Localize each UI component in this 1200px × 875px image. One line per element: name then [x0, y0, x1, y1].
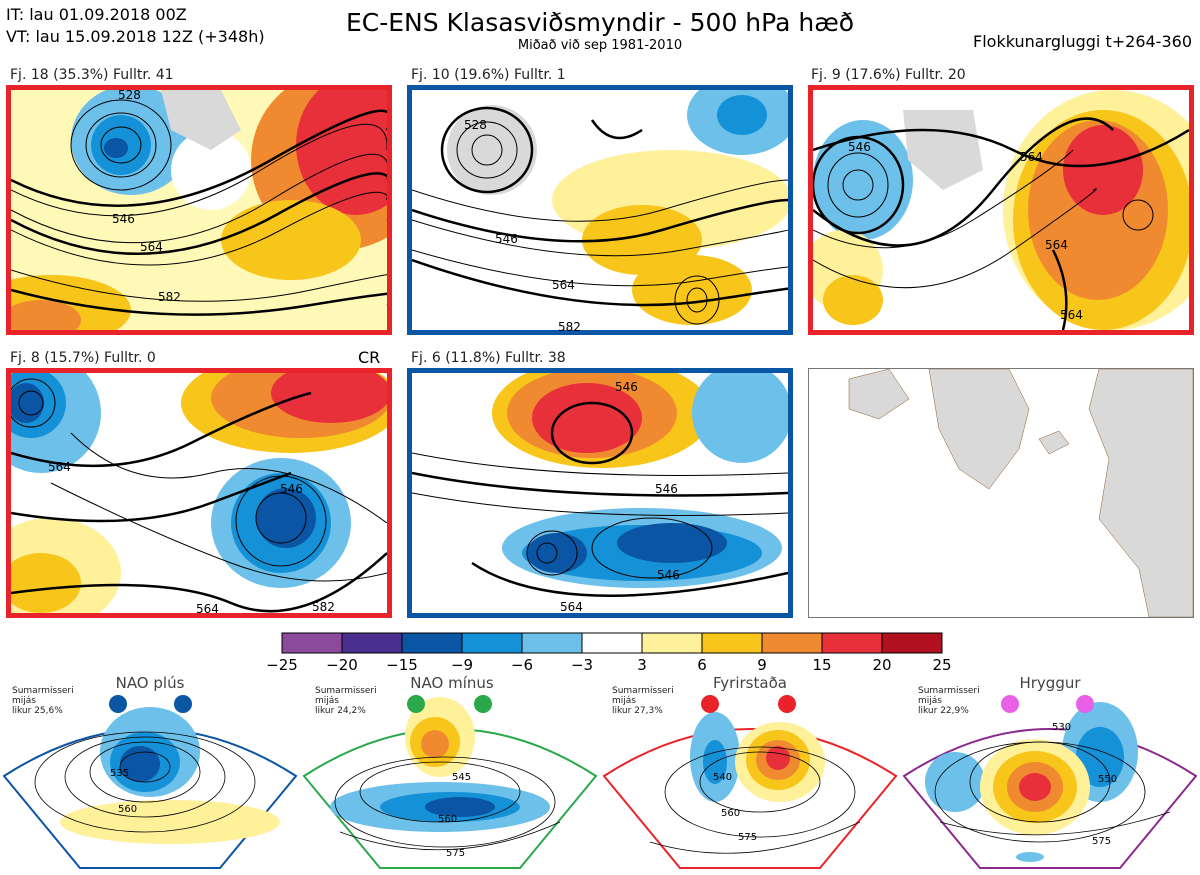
- colorbar-tick-label: 6: [697, 656, 707, 674]
- colorbar-tick-label: 9: [757, 656, 767, 674]
- regime-nao-plus: NAO plús Sumarmisseri mijás likur 25,6% 53…: [0, 672, 300, 871]
- regime-blocking: Fyrirstaða Sumarmisseri mijás likur 27,3% …: [600, 672, 900, 871]
- colorbar-swatch: [281, 632, 343, 654]
- regime-nao-plus-contour-560: 560: [118, 804, 138, 815]
- cluster-2-contour-582: 582: [558, 320, 581, 334]
- cluster-map-2: [407, 85, 793, 335]
- regime-blocking-map: [602, 695, 898, 869]
- colorbar-tick-label: −20: [326, 656, 358, 674]
- colorbar-tick-label: −15: [386, 656, 418, 674]
- header-left: IT: lau 01.09.2018 00Z VT: lau 15.09.201…: [6, 4, 265, 48]
- colorbar-tick-label: −25: [266, 656, 298, 674]
- colorbar-tick-label: −3: [570, 656, 594, 674]
- cluster-map-5-svg: [412, 373, 788, 613]
- regime-blocking-title: Fyrirstaða: [713, 674, 787, 692]
- cluster-map-1: [6, 85, 392, 335]
- cluster-4-contour-546: 546: [280, 482, 303, 496]
- cluster-map-4: [6, 368, 392, 618]
- page-subtitle: Miðað við sep 1981-2010: [517, 38, 683, 53]
- regime-ridge-title: Hryggur: [1019, 674, 1081, 692]
- cluster-3-contour-564-a: 564: [1020, 150, 1043, 164]
- regime-nao-minus: NAO mínus Sumarmisseri mijás likur 24,2% 5…: [300, 672, 600, 871]
- regime-nao-plus-contour-535: 535: [110, 768, 130, 779]
- colorbar-tick-label: 15: [812, 656, 832, 674]
- cluster-map-3: [808, 85, 1194, 335]
- regime-ridge: Hryggur Sumarmisseri mijás likur 22,9% 530…: [900, 672, 1200, 871]
- regime-ridge-map: [902, 695, 1198, 869]
- cluster-3-contour-546: 546: [848, 140, 871, 154]
- cluster-5-label: Fj. 6 (11.8%) Fulltr. 38: [411, 350, 566, 366]
- regime-blocking-note: Sumarmisseri mijás likur 27,3%: [612, 686, 674, 716]
- regime-nao-minus-contour-575: 575: [446, 848, 466, 859]
- cluster-1-contour-564: 564: [140, 240, 163, 254]
- regime-nao-plus-note: Sumarmisseri mijás likur 25,6%: [12, 686, 74, 716]
- colorbar: [281, 632, 943, 654]
- empty-map-panel: [808, 368, 1194, 618]
- regime-nao-minus-note: Sumarmisseri mijás likur 24,2%: [315, 686, 377, 716]
- regime-nao-plus-map: [2, 695, 298, 869]
- cluster-map-1-svg: [11, 90, 387, 330]
- cluster-1-contour-528: 528: [118, 88, 141, 102]
- cluster-4-contour-564-a: 564: [48, 460, 71, 474]
- regime-nao-minus-title: NAO mínus: [410, 674, 494, 692]
- cluster-3-contour-564-b: 564: [1045, 238, 1068, 252]
- cluster-3-contour-564-c: 564: [1060, 308, 1083, 322]
- regime-blocking-contour-575: 575: [738, 832, 758, 843]
- regime-ridge-note: Sumarmisseri mijás likur 22,9%: [918, 686, 980, 716]
- cluster-4-contour-564-b: 564: [196, 602, 219, 616]
- cluster-map-4-svg: [11, 373, 387, 613]
- cluster-2-contour-546: 546: [495, 232, 518, 246]
- regime-ridge-contour-530: 530: [1052, 722, 1072, 733]
- cluster-map-2-svg: [412, 90, 788, 330]
- colorbar-swatch: [881, 632, 943, 654]
- cluster-5-contour-546-b: 546: [655, 482, 678, 496]
- cluster-2-label: Fj. 10 (19.6%) Fulltr. 1: [411, 67, 566, 83]
- cluster-4-extra: CR: [358, 348, 381, 367]
- regime-ridge-contour-575: 575: [1092, 836, 1112, 847]
- colorbar-swatch: [521, 632, 583, 654]
- colorbar-tick-label: 20: [872, 656, 892, 674]
- cluster-5-contour-564: 564: [560, 600, 583, 614]
- cluster-5-contour-546-c: 546: [657, 568, 680, 582]
- cluster-1-contour-582: 582: [158, 290, 181, 304]
- regime-ridge-contour-550: 550: [1098, 774, 1118, 785]
- colorbar-swatch: [581, 632, 643, 654]
- colorbar-swatch: [701, 632, 763, 654]
- cluster-map-3-svg: [813, 90, 1189, 330]
- cluster-3-label: Fj. 9 (17.6%) Fulltr. 20: [811, 67, 966, 83]
- colorbar-swatch: [641, 632, 703, 654]
- regime-nao-plus-title: NAO plús: [115, 674, 185, 692]
- cluster-1-contour-546: 546: [112, 212, 135, 226]
- regime-nao-minus-contour-545: 545: [452, 772, 472, 783]
- colorbar-swatch: [821, 632, 883, 654]
- colorbar-swatch: [341, 632, 403, 654]
- colorbar-tick-label: −6: [510, 656, 534, 674]
- init-time: IT: lau 01.09.2018 00Z: [6, 5, 187, 24]
- cluster-1-label: Fj. 18 (35.3%) Fulltr. 41: [10, 67, 174, 83]
- cluster-4-label: Fj. 8 (15.7%) Fulltr. 0: [10, 350, 156, 366]
- cluster-2-contour-564: 564: [552, 278, 575, 292]
- colorbar-tick-label: 25: [932, 656, 952, 674]
- page-title: EC-ENS Klasasviðsmyndir - 500 hPa hæð: [345, 8, 855, 37]
- cluster-map-5: [407, 368, 793, 618]
- classification-window: Flokkunargluggi t+264-360: [973, 32, 1192, 51]
- cluster-2-contour-528: 528: [464, 118, 487, 132]
- colorbar-tick-label: 3: [637, 656, 647, 674]
- colorbar-tick-label: −9: [450, 656, 474, 674]
- valid-time: VT: lau 15.09.2018 12Z (+348h): [6, 27, 265, 46]
- cluster-5-contour-546-a: 546: [615, 380, 638, 394]
- regime-nao-minus-contour-560: 560: [438, 814, 458, 825]
- base-map-svg: [848, 369, 1193, 617]
- cluster-4-contour-582: 582: [312, 600, 335, 614]
- regime-blocking-contour-560: 560: [721, 808, 741, 819]
- colorbar-swatch: [401, 632, 463, 654]
- colorbar-swatch: [461, 632, 523, 654]
- regime-nao-minus-map: [302, 695, 598, 869]
- colorbar-swatch: [761, 632, 823, 654]
- regime-blocking-contour-540: 540: [713, 772, 733, 783]
